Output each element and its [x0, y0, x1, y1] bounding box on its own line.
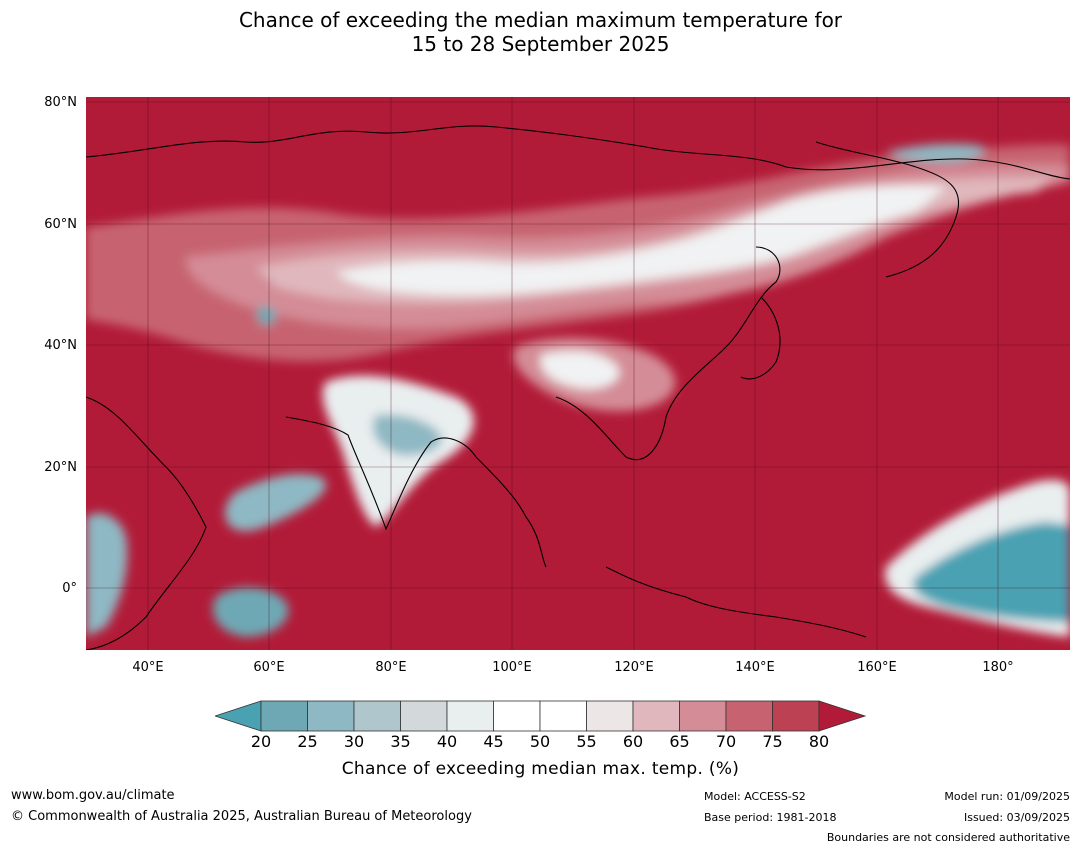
lon-label-140e: 140°E [735, 660, 775, 675]
blob-africa-coast [86, 513, 128, 637]
lat-label-20n: 20°N [44, 460, 77, 475]
colorbar [215, 700, 867, 732]
issued-date: Issued: 03/09/2025 [963, 811, 1070, 824]
colorbar-cell [260, 700, 308, 732]
lon-label-180: 180° [982, 660, 1014, 675]
lat-label-40n: 40°N [44, 338, 77, 353]
colorbar-tick-label: 55 [576, 732, 597, 751]
lon-label-120e: 120°E [614, 660, 654, 675]
blob-india-blue [372, 414, 442, 456]
colorbar-cell [632, 700, 680, 732]
colorbar-tick-label: 65 [669, 732, 690, 751]
colorbar-title: Chance of exceeding median max. temp. (%… [341, 759, 740, 779]
colorbar-cell [307, 700, 355, 732]
title-line-2: 15 to 28 September 2025 [411, 32, 670, 56]
colorbar-cell [679, 700, 727, 732]
blob-china-white [540, 350, 620, 389]
lon-label-100e: 100°E [492, 660, 532, 675]
colorbar-extend-high [818, 700, 867, 732]
band-midlat-white [336, 185, 946, 296]
lat-label-80n: 80°N [44, 95, 77, 110]
lat-label-0: 0° [62, 581, 77, 596]
colorbar-tick-label: 70 [715, 732, 737, 751]
blob-chukotka [886, 143, 986, 163]
model-run-date: Model run: 01/09/2025 [944, 790, 1070, 803]
forecast-map [86, 97, 1070, 650]
lon-label-60e: 60°E [253, 660, 285, 675]
boundaries-disclaimer: Boundaries are not considered authoritat… [826, 831, 1070, 844]
lon-label-40e: 40°E [132, 660, 164, 675]
lat-label-60n: 60°N [44, 217, 77, 232]
website-link[interactable]: www.bom.gov.au/climate [11, 788, 175, 803]
title-line-1: Chance of exceeding the median maximum t… [238, 8, 843, 32]
blob-arabian-sea [224, 473, 327, 532]
colorbar-tick-label: 75 [762, 732, 783, 751]
colorbar-extend-low [215, 700, 262, 732]
coastlines [86, 125, 1070, 650]
blob-balkhash [257, 305, 277, 325]
colorbar-cell [493, 700, 541, 732]
lon-label-80e: 80°E [375, 660, 407, 675]
colorbar-cell [586, 700, 634, 732]
chart-title: Chance of exceeding the median maximum t… [0, 8, 1081, 56]
colorbar-tick-label: 25 [297, 732, 318, 751]
colorbar-cell [539, 700, 587, 732]
colorbar-cell [446, 700, 494, 732]
colorbar-cell [725, 700, 773, 732]
lon-label-160e: 160°E [857, 660, 897, 675]
copyright: © Commonwealth of Australia 2025, Austra… [11, 809, 472, 824]
colorbar-tick-label: 60 [622, 732, 644, 751]
map-canvas [86, 97, 1070, 650]
colorbar-tick-label: 35 [390, 732, 411, 751]
colorbar-tick-label: 50 [529, 732, 551, 751]
colorbar-cell [772, 700, 820, 732]
blob-indian-ocean [212, 587, 289, 637]
colorbar-tick-label: 20 [250, 732, 272, 751]
model-name: Model: ACCESS-S2 [704, 790, 806, 803]
colorbar-tick-label: 45 [483, 732, 504, 751]
base-period: Base period: 1981-2018 [704, 811, 837, 824]
colorbar-cell [353, 700, 401, 732]
blob-pacific-blue [912, 522, 1070, 622]
colorbar-tick-label: 80 [808, 732, 830, 751]
colorbar-cell [400, 700, 448, 732]
colorbar-tick-label: 40 [436, 732, 458, 751]
colorbar-tick-label: 30 [343, 732, 365, 751]
graticule [86, 97, 1070, 650]
